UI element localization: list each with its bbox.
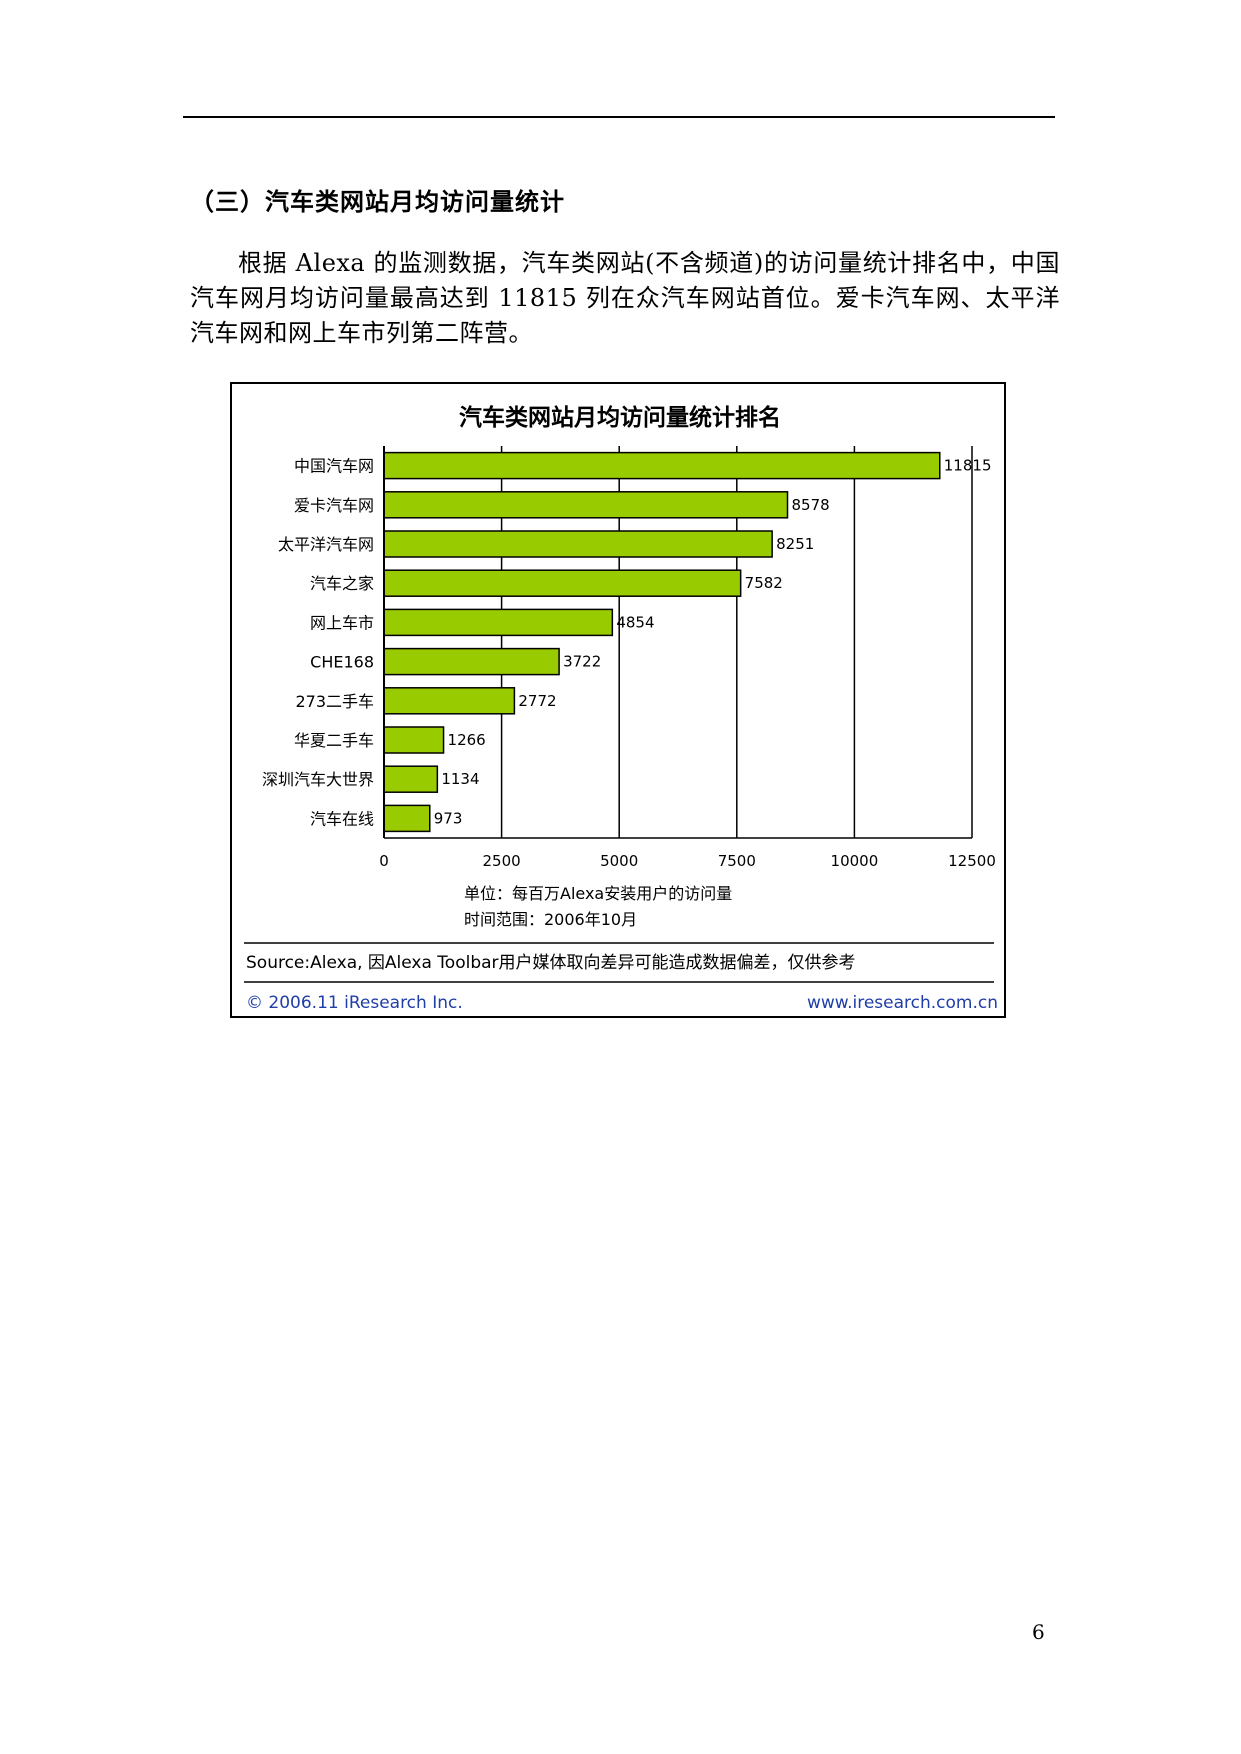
x-tick-label: 0 — [379, 852, 389, 870]
category-label: 网上车市 — [310, 613, 374, 632]
unit-note: 单位：每百万Alexa安装用户的访问量 — [464, 884, 732, 903]
value-label: 1134 — [441, 770, 479, 788]
bar — [383, 491, 789, 519]
bar — [383, 451, 941, 480]
value-label: 8578 — [792, 496, 830, 514]
category-label: CHE168 — [310, 653, 374, 672]
chart-title: 汽车类网站月均访问量统计排名 — [459, 404, 781, 431]
value-label: 3722 — [563, 653, 601, 671]
value-label: 11815 — [944, 457, 992, 475]
bar — [383, 647, 560, 676]
section-heading: （三）汽车类网站月均访问量统计 — [190, 188, 565, 216]
source-note: Source:Alexa, 因Alexa Toolbar用户媒体取向差异可能造成… — [246, 953, 856, 973]
x-tick-label: 12500 — [948, 852, 996, 870]
category-label: 中国汽车网 — [294, 457, 374, 476]
x-tick-label: 5000 — [600, 852, 638, 870]
bar — [383, 530, 773, 558]
body-paragraph: 根据 Alexa 的监测数据，汽车类网站(不含频道)的访问量统计排名中，中国汽车… — [190, 249, 1060, 347]
bar-chart: 汽车类网站月均访问量统计排名 中国汽车网 11815 爱卡汽车网 8578 太平洋汽车网… — [244, 404, 998, 1013]
category-label: 汽车之家 — [310, 574, 374, 593]
bar — [383, 726, 445, 754]
website-link[interactable]: www.iresearch.com.cn — [807, 993, 998, 1013]
value-label: 2772 — [518, 692, 556, 710]
chart-figure: 汽车类网站月均访问量统计排名 中国汽车网 11815 爱卡汽车网 8578 太平洋汽车网… — [230, 382, 1006, 1018]
category-label: 273二手车 — [295, 692, 374, 711]
category-label: 深圳汽车大世界 — [262, 770, 374, 789]
bar — [383, 608, 614, 637]
category-label: 爱卡汽车网 — [294, 496, 374, 515]
x-tick-label: 10000 — [831, 852, 879, 870]
value-label: 7582 — [745, 574, 783, 592]
bar — [383, 687, 516, 715]
category-label: 华夏二手车 — [294, 731, 374, 750]
value-label: 8251 — [776, 535, 814, 553]
value-label: 1266 — [448, 731, 486, 749]
x-tick-label: 7500 — [718, 852, 756, 870]
page-number: 6 — [1032, 1620, 1045, 1644]
category-label: 太平洋汽车网 — [278, 535, 374, 554]
bar — [383, 569, 742, 597]
value-label: 4854 — [616, 613, 654, 631]
copyright-text: © 2006.11 iResearch Inc. — [246, 993, 463, 1013]
time-note: 时间范围：2006年10月 — [464, 910, 637, 929]
category-label: 汽车在线 — [310, 809, 374, 828]
bar — [383, 765, 439, 793]
value-label: 973 — [434, 809, 463, 827]
x-tick-label: 2500 — [483, 852, 521, 870]
bar — [383, 804, 431, 833]
header-rule — [183, 116, 1055, 118]
